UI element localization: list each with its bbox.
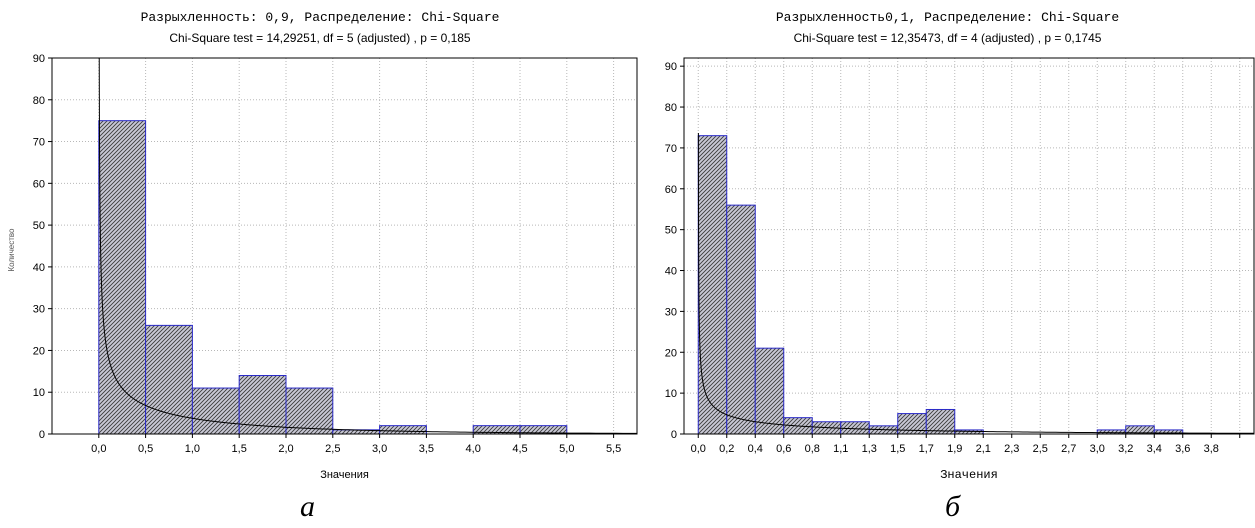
- y-tick-label: 10: [665, 388, 677, 400]
- histogram-bar: [98, 120, 147, 435]
- y-tick-label: 60: [665, 184, 677, 196]
- chart-panel-a: Разрыхленность: 0,9, Распределение: Chi-…: [7, 10, 638, 523]
- y-tick-label: 50: [665, 225, 677, 237]
- histogram-bar: [1096, 429, 1127, 435]
- y-tick-label: 80: [665, 102, 677, 114]
- x-tick-label: 5,0: [559, 443, 574, 455]
- y-tick-label: 70: [665, 143, 677, 155]
- x-axis-label: Значения: [320, 469, 369, 481]
- x-tick-label: 2,3: [1004, 443, 1019, 455]
- chart-title: Разрыхленность: 0,9, Распределение: Chi-…: [140, 10, 500, 25]
- histogram-bar: [238, 375, 287, 435]
- y-tick-label: 0: [39, 429, 45, 441]
- histogram-bar: [379, 425, 427, 435]
- x-tick-label: 1,5: [890, 443, 905, 455]
- x-tick-label: 3,2: [1118, 443, 1133, 455]
- y-tick-label: 90: [665, 61, 677, 73]
- x-tick-label: 4,5: [512, 443, 527, 455]
- x-tick-label: 2,7: [1061, 443, 1076, 455]
- fitted-density-curve: [697, 133, 1254, 434]
- chart-subtitle: Chi-Square test = 12,35473, df = 4 (adju…: [793, 31, 1102, 45]
- y-tick-label: 0: [671, 429, 677, 441]
- histogram-bar: [754, 347, 785, 435]
- y-tick-label: 80: [33, 95, 45, 107]
- y-tick-label: 40: [33, 262, 45, 274]
- x-tick-label: 2,5: [1033, 443, 1048, 455]
- x-tick-label: 1,3: [862, 443, 877, 455]
- y-tick-label: 30: [665, 306, 677, 318]
- x-tick-label: 1,5: [232, 443, 247, 455]
- x-tick-label: 0,8: [805, 443, 820, 455]
- x-tick-label: 3,6: [1175, 443, 1190, 455]
- histogram-bar: [840, 421, 870, 435]
- panel-caption: б: [945, 490, 961, 523]
- panel-caption: а: [300, 490, 315, 523]
- y-tick-label: 20: [665, 347, 677, 359]
- histogram-bar: [726, 204, 756, 435]
- histogram-plot-a: 0 10 20 30 40 50 60 70 80 90 0,0 0,5 1,0 1,5 2,0 2,5 3,0…: [7, 53, 638, 481]
- x-axis-label: Значения: [940, 468, 998, 482]
- x-tick-label: 0,2: [719, 443, 734, 455]
- bars: [697, 135, 1184, 435]
- y-tick-label: 50: [33, 220, 45, 232]
- x-tick-label: 1,1: [833, 443, 848, 455]
- y-tick-label: 90: [33, 53, 45, 65]
- x-tick-label: 3,0: [1090, 443, 1105, 455]
- histogram-plot-b: 0 10 20 30 40 50 60 70 80 90 0,0 0,2 0,4 0,6 0,8 1,1 1,3…: [665, 57, 1255, 482]
- bars: [98, 120, 568, 435]
- x-tick-label: 1,0: [185, 443, 200, 455]
- y-tick-label: 60: [33, 178, 45, 190]
- chart-panel-b: Разрыхленность0,1, Распределение: Chi-Sq…: [640, 0, 1255, 528]
- y-tick-label: 30: [33, 304, 45, 316]
- x-tick-label: 3,4: [1147, 443, 1162, 455]
- x-tick-label: 0,4: [748, 443, 763, 455]
- plot-frame: [51, 57, 638, 435]
- chart-title: Разрыхленность0,1, Распределение: Chi-Sq…: [775, 10, 1120, 25]
- x-tick-label: 0,5: [138, 443, 153, 455]
- x-tick-label: 3,5: [419, 443, 434, 455]
- x-tick-label: 4,0: [466, 443, 481, 455]
- x-tick-label: 3,8: [1204, 443, 1219, 455]
- plot-frame: [683, 57, 1255, 435]
- x-tick-label: 2,0: [278, 443, 293, 455]
- histogram-bar: [191, 387, 240, 435]
- chart-subtitle: Chi-Square test = 14,29251, df = 5 (adju…: [169, 31, 471, 45]
- x-tick-label: 0,0: [91, 443, 106, 455]
- y-tick-label: 20: [33, 345, 45, 357]
- x-tick-label: 0,6: [776, 443, 791, 455]
- y-tick-label: 70: [33, 137, 45, 149]
- y-tick-label: 10: [33, 387, 45, 399]
- x-tick-label: 1,7: [919, 443, 934, 455]
- fitted-density-curve: [98, 58, 637, 434]
- gridlines: [684, 58, 1254, 435]
- histogram-bar: [145, 324, 193, 435]
- x-tick-label: 0,0: [691, 443, 706, 455]
- histogram-bar: [925, 408, 956, 435]
- y-axis-label: Количество: [7, 228, 16, 272]
- y-tick-label: 40: [665, 266, 677, 278]
- x-tick-label: 3,0: [372, 443, 387, 455]
- x-tick-label: 2,1: [976, 443, 991, 455]
- x-tick-label: 1,9: [947, 443, 962, 455]
- histogram-bar: [697, 135, 728, 435]
- x-tick-label: 5,5: [606, 443, 621, 455]
- x-tick-label: 2,5: [325, 443, 340, 455]
- histogram-bar: [285, 387, 334, 435]
